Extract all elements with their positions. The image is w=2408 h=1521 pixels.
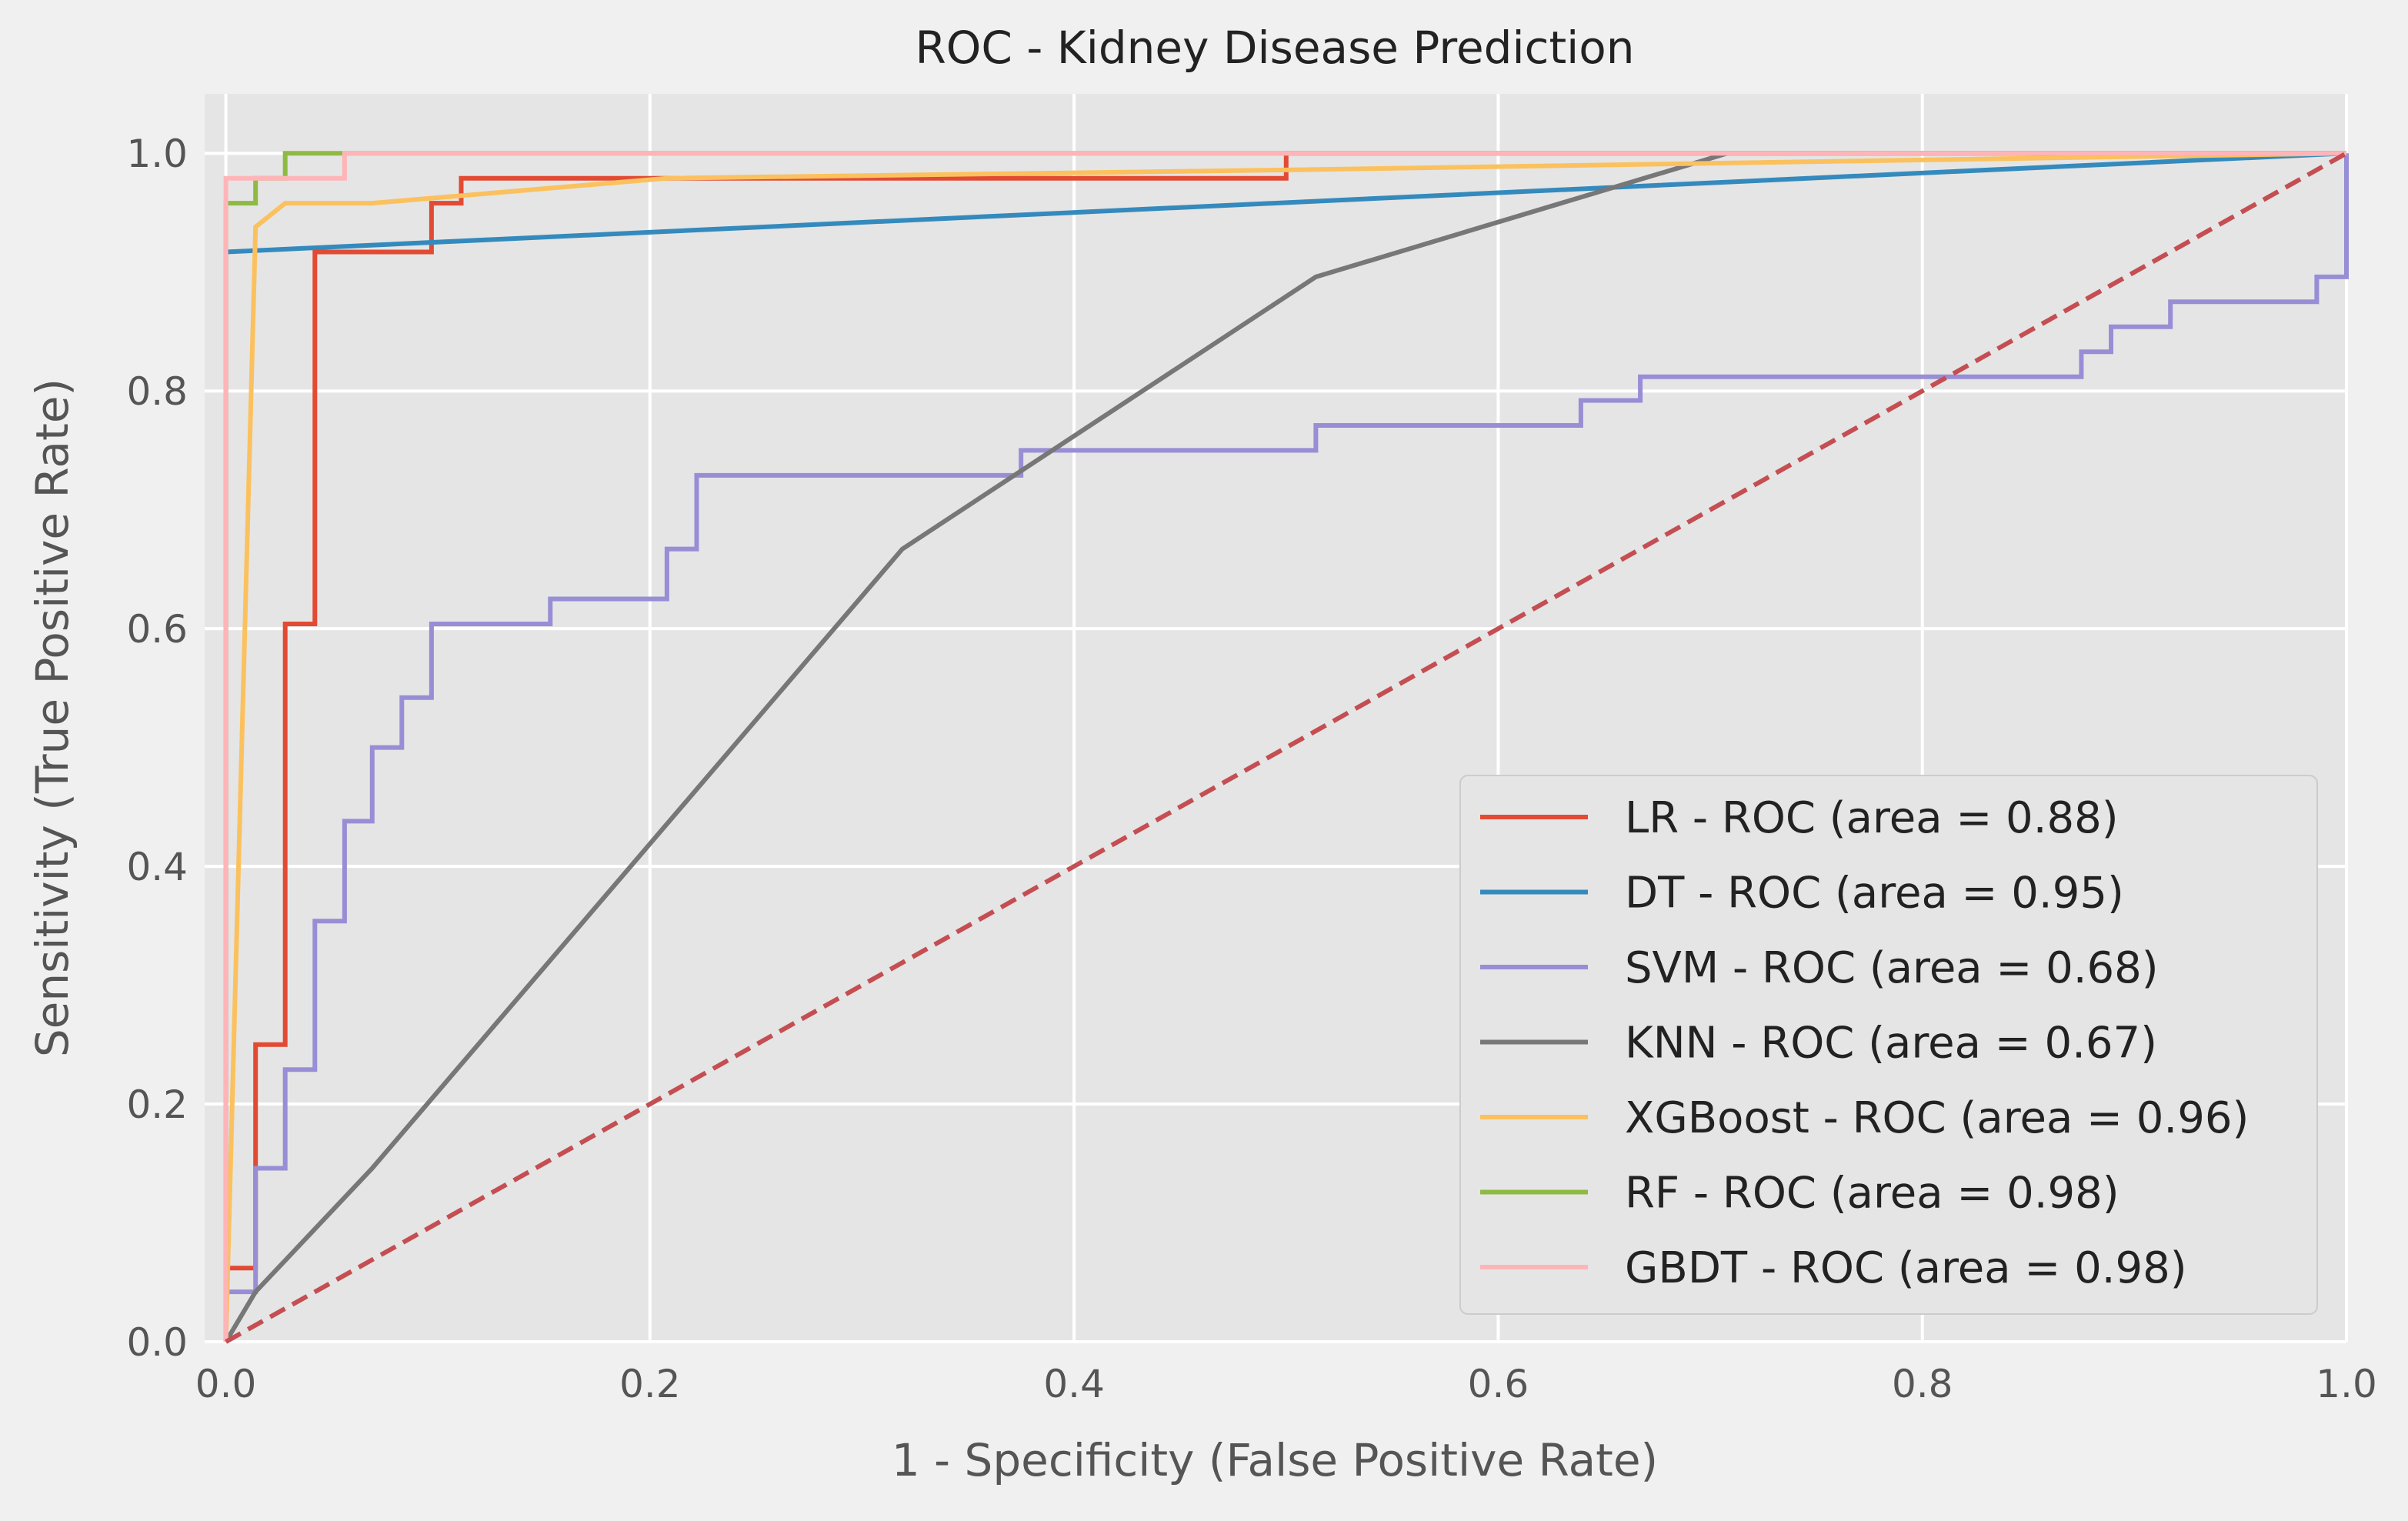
y-tick-label: 0.6 — [126, 607, 188, 652]
chart-title: ROC - Kidney Disease Prediction — [915, 22, 1634, 74]
legend-entry: LR - ROC (area = 0.88) — [1625, 793, 2119, 843]
x-axis-label: 1 - Specificity (False Positive Rate) — [892, 1434, 1658, 1486]
tick-labels: 0.0 0.2 0.4 0.6 0.8 1.0 0.0 0.2 0.4 0.6 0.8 1.0 — [126, 132, 2376, 1406]
x-tick-label: 0.6 — [1468, 1362, 1529, 1406]
legend-entry: KNN - ROC (area = 0.67) — [1625, 1019, 2157, 1069]
series-line-xgboost — [223, 151, 2347, 1343]
y-tick-label: 0.4 — [126, 845, 188, 889]
y-tick-label: 0.2 — [126, 1082, 188, 1127]
x-tick-label: 1.0 — [2316, 1362, 2377, 1406]
y-tick-label: 0.8 — [126, 369, 188, 414]
x-tick-label: 0.0 — [195, 1362, 257, 1406]
x-tick-label: 0.8 — [1892, 1362, 1953, 1406]
legend-entry: XGBoost - ROC (area = 0.96) — [1625, 1093, 2249, 1143]
series-line-svm — [223, 153, 2349, 1342]
legend-entry: DT - ROC (area = 0.95) — [1625, 869, 2124, 919]
x-tick-label: 0.2 — [619, 1362, 681, 1406]
series-line-gbdt — [223, 151, 2346, 1342]
y-tick-label: 1.0 — [126, 132, 188, 176]
legend: LR - ROC (area = 0.88) DT - ROC (area = 0… — [1459, 775, 2318, 1315]
legend-box — [1459, 775, 2318, 1315]
y-axis-label: Sensitivity (True Positive Rate) — [26, 379, 78, 1057]
legend-entry: SVM - ROC (area = 0.68) — [1625, 943, 2159, 993]
legend-entry: RF - ROC (area = 0.98) — [1625, 1169, 2120, 1219]
x-tick-label: 0.4 — [1043, 1362, 1105, 1406]
y-tick-label: 0.0 — [126, 1320, 188, 1365]
series-layer — [223, 151, 2349, 1344]
legend-entry: GBDT - ROC (area = 0.98) — [1625, 1243, 2187, 1293]
